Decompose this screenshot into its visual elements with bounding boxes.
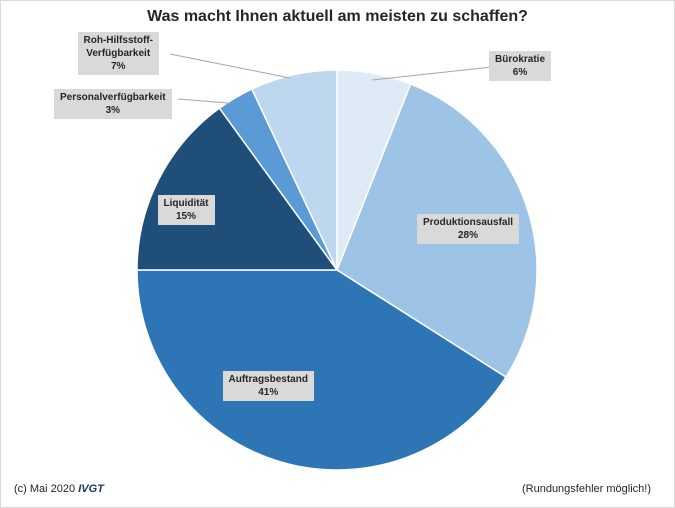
data-label-value: 41% xyxy=(258,387,279,398)
data-label-value: 3% xyxy=(105,105,121,116)
data-label-category: Produktionsausfall xyxy=(423,217,514,228)
data-label-value: 15% xyxy=(175,211,196,222)
leader-line-bürokratie xyxy=(371,66,493,81)
data-label-auftragsbestand: Auftragsbestand 41% xyxy=(222,371,314,401)
data-label-produktionsausfall: Produktionsausfall 28% xyxy=(417,214,520,244)
pie-slice-liquidität xyxy=(136,107,339,271)
data-label-personalverfügbarkeit: Personalverfügbarkeit 3% xyxy=(54,89,172,119)
data-label-category: Personalverfügbarkeit xyxy=(60,92,166,103)
pie-slice-auftragsbestand xyxy=(136,269,507,471)
pie-slice-roh-hilfsstoff-verfügbarkeit xyxy=(250,69,338,271)
chart-title: Was macht Ihnen aktuell am meisten zu sc… xyxy=(147,8,528,25)
data-label-category: Bürokratie xyxy=(495,54,546,65)
copyright-text: (c) Mai 2020 xyxy=(14,483,76,495)
data-label-value: 7% xyxy=(110,60,126,72)
data-label-liquidität: Liquidität 15% xyxy=(157,195,215,225)
data-label-bürokratie: Bürokratie 6% xyxy=(489,51,552,81)
data-label-category: Roh-Hilfsstoff- xyxy=(83,34,153,46)
data-label-category: Liquidität xyxy=(163,198,209,209)
brand-name: IVGT xyxy=(78,483,104,495)
leader-line-roh-hilfsstoff-verfügbarkeit xyxy=(169,53,291,79)
copyright-note: (c) Mai 2020 IVGT xyxy=(14,483,104,495)
leader-line-personalverfügbarkeit xyxy=(177,98,229,104)
data-label-category: Auftragsbestand xyxy=(228,374,308,385)
data-label-category: Verfügbarkeit xyxy=(86,47,151,59)
data-label-roh-hilfsstoff-verfügbarkeit: Roh-Hilfsstoff- Verfügbarkeit 7% xyxy=(77,31,159,75)
data-label-value: 6% xyxy=(512,67,528,78)
data-label-value: 28% xyxy=(458,230,479,241)
rounding-note: (Rundungsfehler möglich!) xyxy=(521,483,651,495)
